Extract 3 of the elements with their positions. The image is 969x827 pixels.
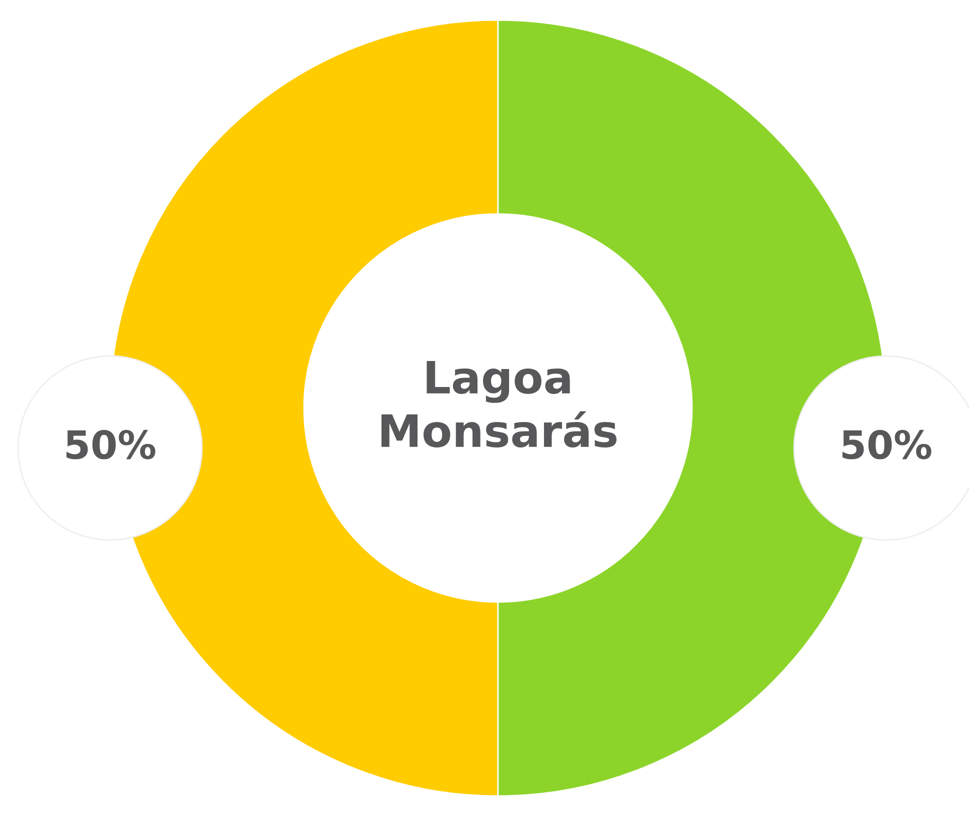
data-label: 50% [66,430,156,460]
data-label: 50% [842,430,932,460]
text: Lagoa Monsarás [381,360,616,448]
